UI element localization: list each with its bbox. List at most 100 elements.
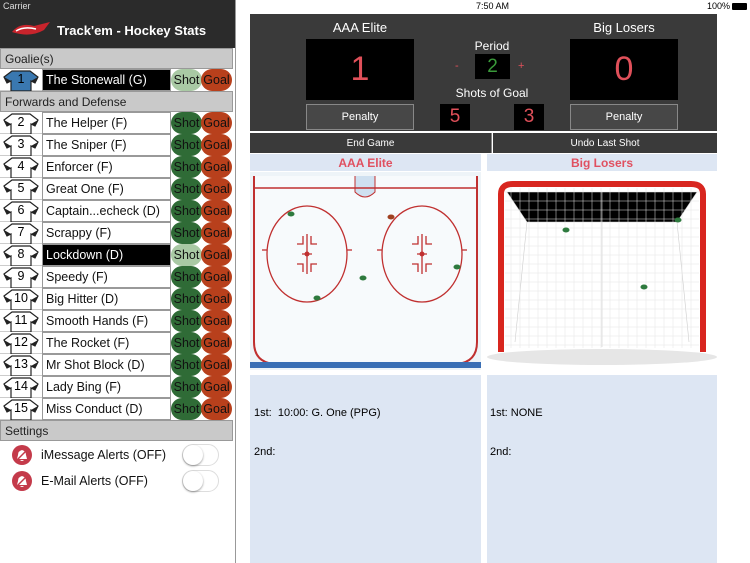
player-row[interactable]: 2 The Helper (F) Shot Goal <box>0 112 233 135</box>
setting-label: iMessage Alerts (OFF) <box>41 448 167 462</box>
shot-button[interactable]: Shot <box>171 310 202 332</box>
goal-button[interactable]: Goal <box>201 332 232 354</box>
player-row[interactable]: 13 Mr Shot Block (D) Shot Goal <box>0 354 233 377</box>
player-row[interactable]: 1 The Stonewall (G) Shot Goal <box>0 69 233 92</box>
jersey-number: 12 <box>14 335 28 349</box>
undo-button[interactable]: Undo Last Shot <box>493 133 717 153</box>
player-row[interactable]: 10 Big Hitter (D) Shot Goal <box>0 288 233 311</box>
jersey <box>3 377 39 399</box>
goal-button[interactable]: Goal <box>201 244 232 266</box>
goal-button[interactable]: Goal <box>201 354 232 376</box>
jersey <box>3 201 39 223</box>
period-minus[interactable]: - <box>455 60 459 72</box>
jersey-number: 4 <box>17 159 25 173</box>
period-value: 2 <box>475 54 510 79</box>
player-name: Captain...echeck (D) <box>42 200 171 222</box>
goal-button[interactable]: Goal <box>201 288 232 310</box>
shot-button[interactable]: Shot <box>171 222 202 244</box>
player-name: Miss Conduct (D) <box>42 398 171 420</box>
app-logo <box>12 22 50 35</box>
battery-label: 100% <box>706 1 730 11</box>
goal-button[interactable]: Goal <box>201 310 232 332</box>
toggle-knob <box>183 471 203 491</box>
player-name: Great One (F) <box>42 178 171 200</box>
goal-button[interactable]: Goal <box>201 178 232 200</box>
player-name: Enforcer (F) <box>42 156 171 178</box>
rink[interactable] <box>250 172 481 370</box>
jersey <box>3 289 39 311</box>
goal-button[interactable]: Goal <box>201 222 232 244</box>
goal-button[interactable]: Goal <box>201 156 232 178</box>
scoreboard: AAA Elite Big Losers 1 0 Period - 2 + Sh… <box>250 14 717 131</box>
jersey-number: 11 <box>14 313 28 327</box>
section-header: Forwards and Defense <box>0 91 233 112</box>
player-row[interactable]: 3 The Sniper (F) Shot Goal <box>0 134 233 157</box>
player-row[interactable]: 11 Smooth Hands (F) Shot Goal <box>0 310 233 333</box>
goal-button[interactable]: Goal <box>201 200 232 222</box>
player-name: The Stonewall (G) <box>42 69 171 91</box>
goal-button[interactable]: Goal <box>201 69 232 91</box>
shot-button[interactable]: Shot <box>171 134 202 156</box>
shot-button[interactable]: Shot <box>171 178 202 200</box>
jersey-icon: 1 <box>0 69 42 92</box>
log-line: 1st: 10:00: G. One (PPG) <box>254 407 381 419</box>
goal-net[interactable] <box>487 172 717 370</box>
jersey <box>3 311 39 333</box>
shot-button[interactable]: Shot <box>171 332 202 354</box>
jersey-icon: 12 <box>0 332 42 355</box>
end-game-button[interactable]: End Game <box>250 133 492 153</box>
shot-button[interactable]: Shot <box>171 69 202 91</box>
jersey <box>3 70 39 92</box>
away-penalty[interactable]: Penalty <box>570 104 678 130</box>
away-shots: 3 <box>514 104 544 130</box>
player-row[interactable]: 9 Speedy (F) Shot Goal <box>0 266 233 289</box>
player-name: Lady Bing (F) <box>42 376 171 398</box>
away-name: Big Losers <box>593 20 655 35</box>
bell <box>16 475 28 487</box>
shot-button[interactable]: Shot <box>171 244 202 266</box>
player-row[interactable]: 7 Scrappy (F) Shot Goal <box>0 222 233 245</box>
player-row[interactable]: 8 Lockdown (D) Shot Goal <box>0 244 233 267</box>
shot-button[interactable]: Shot <box>171 376 202 398</box>
shot-button[interactable]: Shot <box>171 112 202 134</box>
home-score: 1 <box>306 39 414 100</box>
home-shots: 5 <box>440 104 470 130</box>
toggle[interactable] <box>182 470 219 492</box>
jersey-icon: 13 <box>0 354 42 377</box>
player-row[interactable]: 4 Enforcer (F) Shot Goal <box>0 156 233 179</box>
bell <box>16 449 28 461</box>
log-line: 2nd: <box>490 446 512 458</box>
home-penalty[interactable]: Penalty <box>306 104 414 130</box>
jersey <box>3 245 39 267</box>
goal-button[interactable]: Goal <box>201 134 232 156</box>
jersey-icon: 7 <box>0 222 42 245</box>
shot-button[interactable]: Shot <box>171 156 202 178</box>
shot-button[interactable]: Shot <box>171 398 202 420</box>
jersey-icon: 14 <box>0 376 42 399</box>
goal-button[interactable]: Goal <box>201 398 232 420</box>
carrier: Carrier <box>3 1 31 11</box>
player-row[interactable]: 5 Great One (F) Shot Goal <box>0 178 233 201</box>
player-row[interactable]: 12 The Rocket (F) Shot Goal <box>0 332 233 355</box>
jersey-number: 3 <box>17 137 25 151</box>
toggle[interactable] <box>182 444 219 466</box>
shot-button[interactable]: Shot <box>171 266 202 288</box>
goal-button[interactable]: Goal <box>201 266 232 288</box>
player-row[interactable]: 6 Captain...echeck (D) Shot Goal <box>0 200 233 223</box>
shots-label: Shots of Goal <box>455 86 529 100</box>
player-row[interactable]: 14 Lady Bing (F) Shot Goal <box>0 376 233 399</box>
goal-button[interactable]: Goal <box>201 376 232 398</box>
goal-button[interactable]: Goal <box>201 112 232 134</box>
player-name: The Sniper (F) <box>42 134 171 156</box>
player-row[interactable]: 15 Miss Conduct (D) Shot Goal <box>0 398 233 421</box>
section-header: Goalie(s) <box>0 48 233 69</box>
jersey-icon: 5 <box>0 178 42 201</box>
shot-button[interactable]: Shot <box>171 200 202 222</box>
jersey-number: 6 <box>17 203 25 217</box>
shot-button[interactable]: Shot <box>171 288 202 310</box>
jersey <box>3 267 39 289</box>
jersey-number: 8 <box>17 247 25 261</box>
period-plus[interactable]: + <box>518 60 525 72</box>
shot-button[interactable]: Shot <box>171 354 202 376</box>
